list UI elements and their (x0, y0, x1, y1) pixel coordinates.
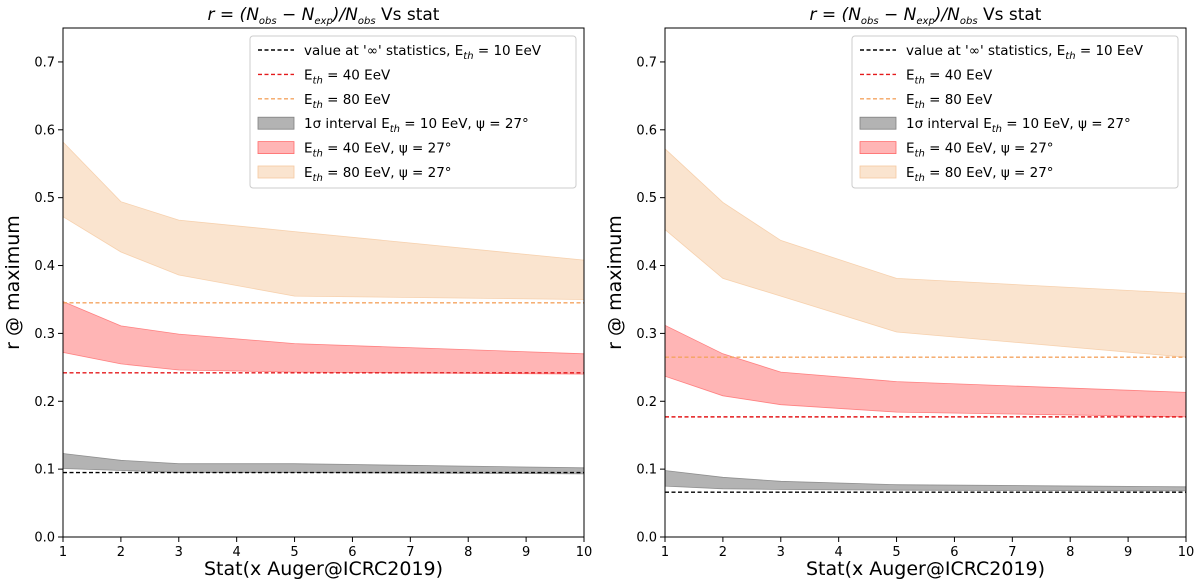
chart-title: r = (Nobs − Nexp)/Nobs Vs stat (810, 5, 1042, 27)
plot-frame (62, 27, 585, 538)
x-tick-label: 9 (1124, 545, 1132, 560)
legend-entry: value at '∞' statistics, Eth = 10 EeV (906, 43, 1144, 62)
x-axis-label: Stat(x Auger@ICRC2019) (204, 558, 443, 580)
y-tick-label: 0.5 (636, 191, 657, 206)
x-tick-label: 1 (661, 545, 669, 560)
legend: value at '∞' statistics, Eth = 10 EeV Eth… (249, 35, 577, 189)
y-tick-label: 0.4 (34, 259, 55, 274)
x-tick-label: 5 (290, 545, 298, 560)
y-tick-label: 0.1 (636, 463, 657, 478)
legend-entry: value at '∞' statistics, Eth = 10 EeV (304, 43, 542, 62)
x-tick-label: 10 (1178, 545, 1195, 560)
legend-entry: Eth = 80 EeV (906, 92, 993, 111)
y-tick-label: 0.6 (636, 123, 657, 138)
x-tick-label: 6 (950, 545, 958, 560)
y-axis-label: r @ maximum (2, 215, 24, 350)
legend-band-swatch (859, 165, 897, 179)
y-tick-label: 0.3 (636, 327, 657, 342)
x-tick-label: 9 (522, 545, 530, 560)
legend: value at '∞' statistics, Eth = 10 EeV Eth… (851, 35, 1179, 189)
band-area-1 (664, 470, 1187, 492)
x-tick-label: 8 (1066, 545, 1074, 560)
legend-entry: Eth = 80 EeV, ψ = 27° (906, 165, 1054, 184)
band-area-1 (62, 453, 585, 475)
y-tick-label: 0.0 (34, 531, 55, 546)
plot-frame (664, 27, 1187, 538)
y-tick-label: 0.5 (34, 191, 55, 206)
x-tick-label: 7 (1008, 545, 1016, 560)
legend-band-swatch (859, 116, 897, 130)
y-tick-label: 0.2 (636, 395, 657, 410)
legend-band-swatch (257, 116, 295, 130)
y-tick-label: 0.2 (34, 395, 55, 410)
x-tick-label: 4 (233, 545, 241, 560)
y-tick-label: 0.7 (34, 55, 55, 70)
y-tick-label: 0.4 (636, 259, 657, 274)
y-tick-label: 0.0 (636, 531, 657, 546)
legend-entry: Eth = 40 EeV (906, 67, 993, 86)
x-tick-label: 4 (835, 545, 843, 560)
y-tick-label: 0.3 (34, 327, 55, 342)
x-axis-label: Stat(x Auger@ICRC2019) (806, 558, 1045, 580)
x-tick-label: 2 (117, 545, 125, 560)
band-area-2 (62, 300, 585, 375)
chart-panel-1: 1 2 3 4 5 6 7 8 9 10 0.0 0.1 0.2 0.3 0.4 0.5 0.6 0.7 Stat(… (2, 5, 592, 580)
legend-entry: Eth = 40 EeV, ψ = 27° (906, 141, 1054, 160)
legend-band-swatch (257, 165, 295, 179)
x-tick-label: 1 (59, 545, 67, 560)
x-tick-label: 3 (175, 545, 183, 560)
x-tick-label: 8 (464, 545, 472, 560)
x-tick-label: 6 (348, 545, 356, 560)
y-tick-label: 0.7 (636, 55, 657, 70)
legend-entry: Eth = 40 EeV, ψ = 27° (304, 141, 452, 160)
legend-entry: Eth = 80 EeV (304, 92, 391, 111)
x-tick-label: 10 (576, 545, 593, 560)
legend-entry: 1σ interval Eth = 10 EeV, ψ = 27° (304, 116, 529, 135)
legend-band-swatch (257, 141, 295, 155)
legend-entry: Eth = 40 EeV (304, 67, 391, 86)
legend-entry: 1σ interval Eth = 10 EeV, ψ = 27° (906, 116, 1131, 135)
legend-frame (249, 35, 577, 189)
legend-band-swatch (859, 141, 897, 155)
x-tick-label: 7 (406, 545, 414, 560)
x-tick-label: 3 (777, 545, 785, 560)
y-tick-label: 0.1 (34, 463, 55, 478)
x-tick-label: 2 (719, 545, 727, 560)
chart-panel-2: 1 2 3 4 5 6 7 8 9 10 0.0 0.1 0.2 0.3 0.4 0.5 0.6 0.7 Stat(… (604, 5, 1194, 580)
chart-title: r = (Nobs − Nexp)/Nobs Vs stat (208, 5, 440, 27)
legend-entry: Eth = 80 EeV, ψ = 27° (304, 165, 452, 184)
y-tick-label: 0.6 (34, 123, 55, 138)
legend-frame (851, 35, 1179, 189)
y-axis-label: r @ maximum (604, 215, 626, 350)
x-tick-label: 5 (892, 545, 900, 560)
